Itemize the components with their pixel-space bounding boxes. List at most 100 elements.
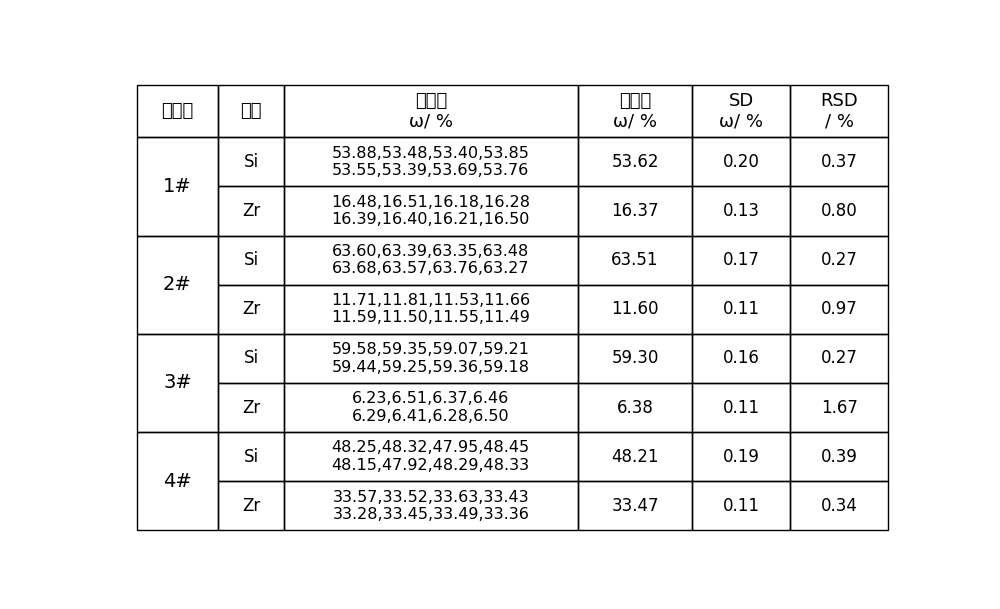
Text: 1#: 1#	[163, 177, 192, 196]
Bar	[692, 383, 790, 432]
Text: 59.30: 59.30	[611, 350, 659, 367]
Text: 63.51: 63.51	[611, 251, 659, 269]
Bar	[790, 334, 888, 383]
Bar	[578, 285, 692, 334]
Text: 0.11: 0.11	[723, 300, 760, 319]
Bar	[692, 334, 790, 383]
Bar	[284, 383, 578, 432]
Bar	[218, 481, 284, 530]
Bar	[137, 432, 218, 530]
Bar	[218, 334, 284, 383]
Text: 2#: 2#	[163, 275, 192, 294]
Text: 元素: 元素	[240, 102, 262, 120]
Text: 33.57,33.52,33.63,33.43
33.28,33.45,33.49,33.36: 33.57,33.52,33.63,33.43 33.28,33.45,33.4…	[332, 490, 529, 522]
Bar	[284, 85, 578, 138]
Text: 6.38: 6.38	[617, 398, 654, 417]
Text: 0.11: 0.11	[723, 398, 760, 417]
Text: Zr: Zr	[242, 497, 260, 515]
Text: 53.88,53.48,53.40,53.85
53.55,53.39,53.69,53.76: 53.88,53.48,53.40,53.85 53.55,53.39,53.6…	[332, 146, 530, 178]
Text: 测定值
ω/ %: 测定值 ω/ %	[409, 92, 453, 130]
Text: Si: Si	[243, 448, 259, 466]
Text: 3#: 3#	[163, 373, 192, 392]
Text: SD
ω/ %: SD ω/ %	[719, 92, 763, 130]
Bar	[790, 432, 888, 481]
Bar	[692, 85, 790, 138]
Text: 11.60: 11.60	[611, 300, 659, 319]
Bar	[578, 481, 692, 530]
Bar	[137, 85, 218, 138]
Text: 16.48,16.51,16.18,16.28
16.39,16.40,16.21,16.50: 16.48,16.51,16.18,16.28 16.39,16.40,16.2…	[331, 195, 530, 227]
Bar	[218, 85, 284, 138]
Text: Si: Si	[243, 153, 259, 171]
Bar	[692, 236, 790, 285]
Bar	[284, 236, 578, 285]
Text: 48.21: 48.21	[611, 448, 659, 466]
Bar	[218, 186, 284, 236]
Bar	[692, 481, 790, 530]
Bar	[578, 383, 692, 432]
Bar	[137, 236, 218, 334]
Text: Zr: Zr	[242, 398, 260, 417]
Text: 33.47: 33.47	[611, 497, 659, 515]
Bar	[790, 383, 888, 432]
Text: Zr: Zr	[242, 202, 260, 220]
Bar	[218, 432, 284, 481]
Bar	[790, 285, 888, 334]
Text: 0.13: 0.13	[723, 202, 760, 220]
Bar	[284, 481, 578, 530]
Text: 4#: 4#	[163, 472, 192, 491]
Text: Si: Si	[243, 350, 259, 367]
Text: 0.37: 0.37	[821, 153, 858, 171]
Bar	[284, 138, 578, 186]
Bar	[137, 334, 218, 432]
Bar	[284, 285, 578, 334]
Bar	[692, 138, 790, 186]
Text: 16.37: 16.37	[611, 202, 659, 220]
Bar	[790, 186, 888, 236]
Bar	[578, 85, 692, 138]
Bar	[284, 186, 578, 236]
Bar	[578, 334, 692, 383]
Bar	[578, 236, 692, 285]
Text: 0.34: 0.34	[821, 497, 858, 515]
Text: Zr: Zr	[242, 300, 260, 319]
Text: 样品号: 样品号	[161, 102, 194, 120]
Text: 0.97: 0.97	[821, 300, 858, 319]
Bar	[692, 432, 790, 481]
Bar	[790, 138, 888, 186]
Bar	[284, 334, 578, 383]
Text: 11.71,11.81,11.53,11.66
11.59,11.50,11.55,11.49: 11.71,11.81,11.53,11.66 11.59,11.50,11.5…	[331, 293, 530, 325]
Bar	[578, 186, 692, 236]
Text: 48.25,48.32,47.95,48.45
48.15,47.92,48.29,48.33: 48.25,48.32,47.95,48.45 48.15,47.92,48.2…	[332, 440, 530, 473]
Text: 平均值
ω/ %: 平均值 ω/ %	[613, 92, 657, 130]
Bar	[284, 432, 578, 481]
Bar	[578, 432, 692, 481]
Text: 59.58,59.35,59.07,59.21
59.44,59.25,59.36,59.18: 59.58,59.35,59.07,59.21 59.44,59.25,59.3…	[332, 342, 530, 375]
Text: 0.16: 0.16	[723, 350, 760, 367]
Bar	[218, 138, 284, 186]
Bar	[218, 383, 284, 432]
Bar	[578, 138, 692, 186]
Text: 0.27: 0.27	[821, 350, 858, 367]
Text: 63.60,63.39,63.35,63.48
63.68,63.57,63.76,63.27: 63.60,63.39,63.35,63.48 63.68,63.57,63.7…	[332, 244, 530, 276]
Bar	[790, 85, 888, 138]
Text: 0.80: 0.80	[821, 202, 858, 220]
Text: 0.20: 0.20	[723, 153, 760, 171]
Bar	[218, 236, 284, 285]
Text: 0.17: 0.17	[723, 251, 760, 269]
Text: 0.27: 0.27	[821, 251, 858, 269]
Text: 0.19: 0.19	[723, 448, 760, 466]
Bar	[692, 285, 790, 334]
Text: 0.11: 0.11	[723, 497, 760, 515]
Bar	[790, 481, 888, 530]
Bar	[790, 236, 888, 285]
Text: Si: Si	[243, 251, 259, 269]
Text: RSD
/ %: RSD / %	[820, 92, 858, 130]
Bar	[218, 285, 284, 334]
Text: 6.23,6.51,6.37,6.46
6.29,6.41,6.28,6.50: 6.23,6.51,6.37,6.46 6.29,6.41,6.28,6.50	[352, 392, 510, 424]
Text: 53.62: 53.62	[611, 153, 659, 171]
Text: 1.67: 1.67	[821, 398, 858, 417]
Bar	[137, 138, 218, 236]
Text: 0.39: 0.39	[821, 448, 858, 466]
Bar	[692, 186, 790, 236]
